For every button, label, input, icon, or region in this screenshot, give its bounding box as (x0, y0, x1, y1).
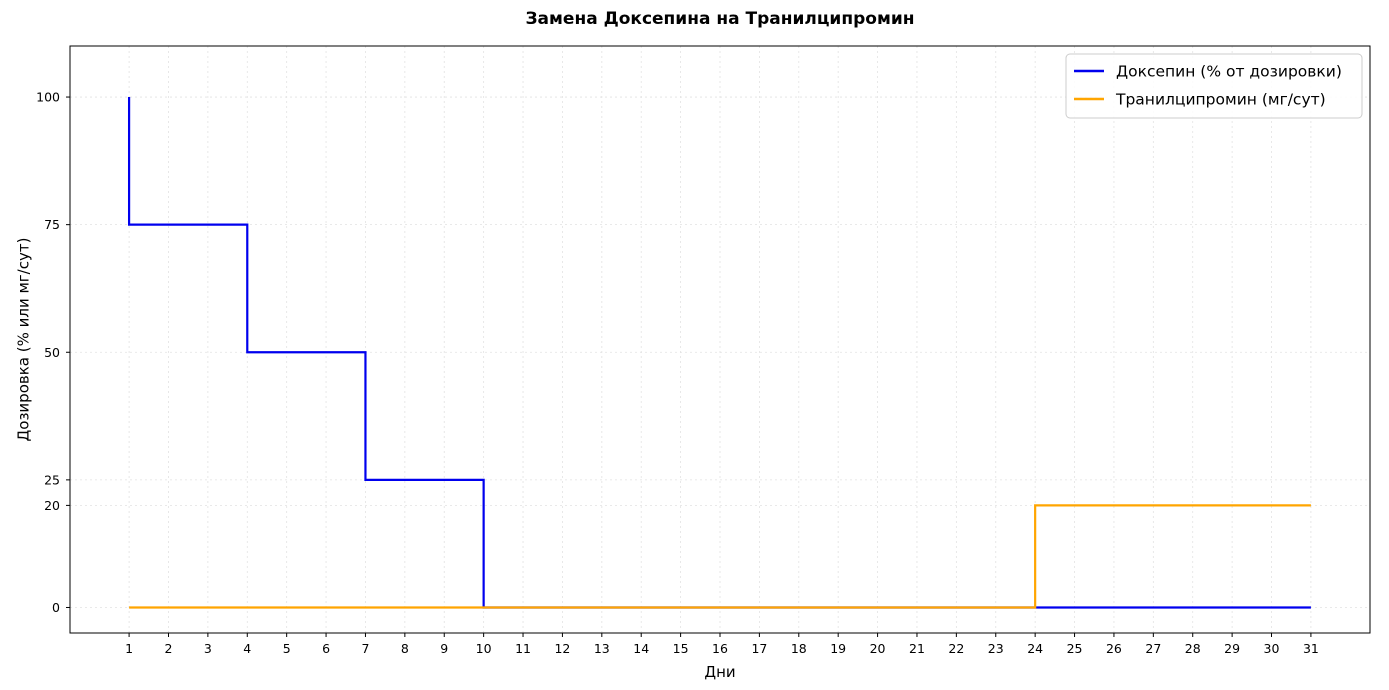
y-tick-label: 75 (44, 217, 60, 232)
x-tick-label: 22 (948, 641, 964, 656)
x-tick-label: 1 (125, 641, 133, 656)
y-tick-label: 25 (44, 472, 60, 487)
x-tick-label: 5 (283, 641, 291, 656)
x-tick-label: 31 (1303, 641, 1319, 656)
chart-title: Замена Доксепина на Транилципромин (525, 9, 914, 29)
x-tick-label: 10 (476, 641, 492, 656)
x-tick-label: 8 (401, 641, 409, 656)
x-tick-label: 14 (633, 641, 649, 656)
x-tick-label: 24 (1027, 641, 1043, 656)
x-tick-label: 29 (1224, 641, 1240, 656)
y-tick-label: 0 (52, 600, 60, 615)
x-axis-label: Дни (704, 663, 735, 681)
x-tick-label: 9 (440, 641, 448, 656)
y-tick-label: 20 (44, 498, 60, 513)
y-axis-ticks: 0 20 25 50 75 100 (36, 90, 70, 615)
x-tick-label: 28 (1185, 641, 1201, 656)
series-lines (127, 97, 1311, 609)
x-tick-label: 2 (165, 641, 173, 656)
x-tick-label: 11 (515, 641, 531, 656)
x-tick-label: 21 (909, 641, 925, 656)
x-tick-label: 19 (830, 641, 846, 656)
x-tick-label: 26 (1106, 641, 1122, 656)
series-line-2 (129, 504, 1311, 609)
x-axis-ticks: 1 2 3 4 5 6 7 8 9 10 11 12 13 14 15 16 17 18 19 20 21 22 23 24 2… (125, 633, 1319, 656)
x-tick-label: 3 (204, 641, 212, 656)
grid (70, 46, 1370, 633)
x-tick-label: 13 (594, 641, 610, 656)
x-tick-label: 30 (1264, 641, 1280, 656)
y-tick-label: 100 (36, 90, 60, 105)
x-tick-label: 7 (361, 641, 369, 656)
x-tick-label: 6 (322, 641, 330, 656)
y-axis-label: Дозировка (% или мг/сут) (15, 238, 33, 442)
x-tick-label: 23 (988, 641, 1004, 656)
x-tick-label: 17 (751, 641, 767, 656)
legend-box (1065, 53, 1363, 119)
x-tick-label: 15 (673, 641, 689, 656)
series-line-1 (127, 97, 1311, 609)
legend-label: Доксепин (% от дозировки) (1116, 63, 1342, 81)
x-tick-label: 12 (554, 641, 570, 656)
x-tick-label: 20 (870, 641, 886, 656)
x-tick-label: 16 (712, 641, 728, 656)
x-tick-label: 27 (1145, 641, 1161, 656)
legend-label: Транилципромин (мг/сут) (1115, 91, 1326, 109)
legend: Доксепин (% от дозировки) Транилципромин … (1065, 53, 1363, 119)
x-tick-label: 4 (243, 641, 251, 656)
x-tick-label: 25 (1067, 641, 1083, 656)
plot-frame (69, 45, 1371, 634)
y-tick-label: 50 (44, 345, 60, 360)
x-tick-label: 18 (791, 641, 807, 656)
